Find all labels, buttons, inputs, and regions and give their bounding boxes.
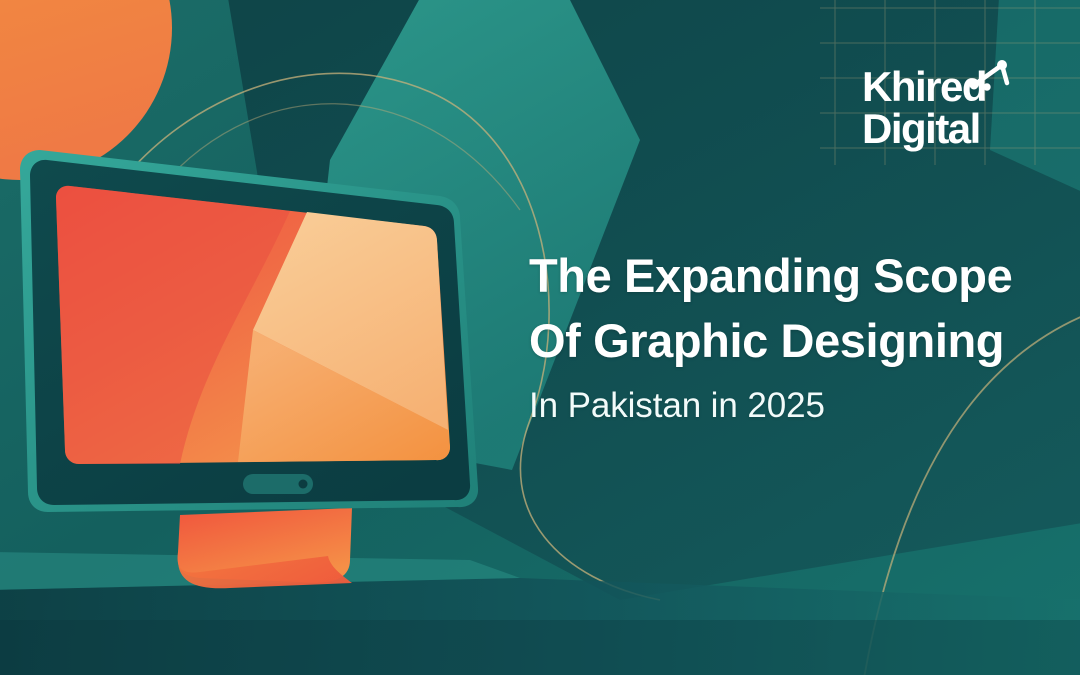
right-teal-accent	[990, 0, 1080, 191]
gold-arc-top	[149, 103, 521, 211]
gold-curve-left	[54, 72, 661, 601]
growth-arrow-icon	[969, 60, 1010, 91]
logo-mark: Khired Digital	[862, 60, 1010, 152]
screen-highlight-wedge	[253, 212, 448, 430]
monitor-webcam-lens	[298, 479, 308, 489]
orange-circle-decor	[0, 0, 172, 180]
grid-pattern-decor	[820, 0, 1080, 165]
headline-block: The Expanding Scope Of Graphic Designing…	[529, 243, 1057, 435]
logo-line1-text: Khired	[862, 63, 986, 110]
khired-digital-logo[interactable]: Khired Digital	[862, 57, 1022, 152]
bottom-dark-band	[0, 578, 1080, 675]
screen-mid-wedge	[238, 330, 450, 462]
screen-shade-left	[56, 185, 290, 464]
headline-subtitle: In Pakistan in 2025	[529, 386, 825, 425]
headline-line-1: The Expanding Scope	[529, 249, 1013, 302]
gold-curve-right	[863, 316, 1080, 675]
monitor-webcam-pill	[243, 474, 313, 494]
monitor-stand-base	[178, 556, 352, 589]
logo-line2-text: Digital	[862, 105, 980, 152]
desktop-monitor-illustration	[20, 150, 479, 589]
headline-line-2: Of Graphic Designing	[529, 314, 1005, 367]
bottom-vignette	[0, 620, 1080, 675]
